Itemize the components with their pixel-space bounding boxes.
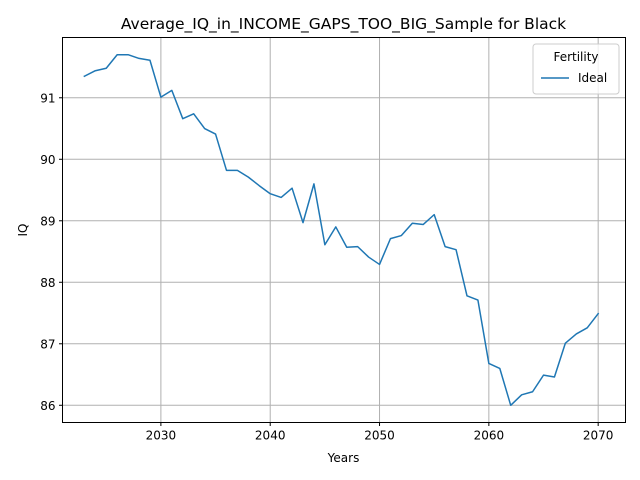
x-tick-label: 2070	[583, 429, 614, 443]
legend-box	[532, 43, 620, 95]
y-axis-label: IQ	[16, 224, 30, 237]
legend-label-ideal: Ideal	[578, 71, 607, 85]
legend: Fertility Ideal	[532, 43, 620, 95]
y-tick-label: 86	[40, 399, 55, 413]
x-axis-label: Years	[327, 451, 360, 465]
y-tick-label: 88	[40, 276, 55, 290]
grid-lines	[62, 37, 626, 423]
series-layer	[83, 53, 600, 407]
y-tick-label: 91	[40, 91, 55, 105]
x-tick-label: 2030	[146, 429, 177, 443]
plot-frame	[62, 37, 626, 423]
legend-title: Fertility	[553, 50, 598, 64]
x-tick-label: 2050	[364, 429, 395, 443]
y-tick-label: 87	[40, 337, 55, 351]
y-tick-label: 89	[40, 214, 55, 228]
axis-ticks: 2030 2040 2050 2060 2070 86 87 88 89 90 91	[40, 91, 613, 442]
x-tick-label: 2060	[474, 429, 505, 443]
chart-title: Average_IQ_in_INCOME_GAPS_TOO_BIG_Sample…	[121, 15, 566, 34]
y-tick-label: 90	[40, 153, 55, 167]
series-line-ideal	[83, 53, 600, 407]
x-tick-label: 2040	[255, 429, 286, 443]
